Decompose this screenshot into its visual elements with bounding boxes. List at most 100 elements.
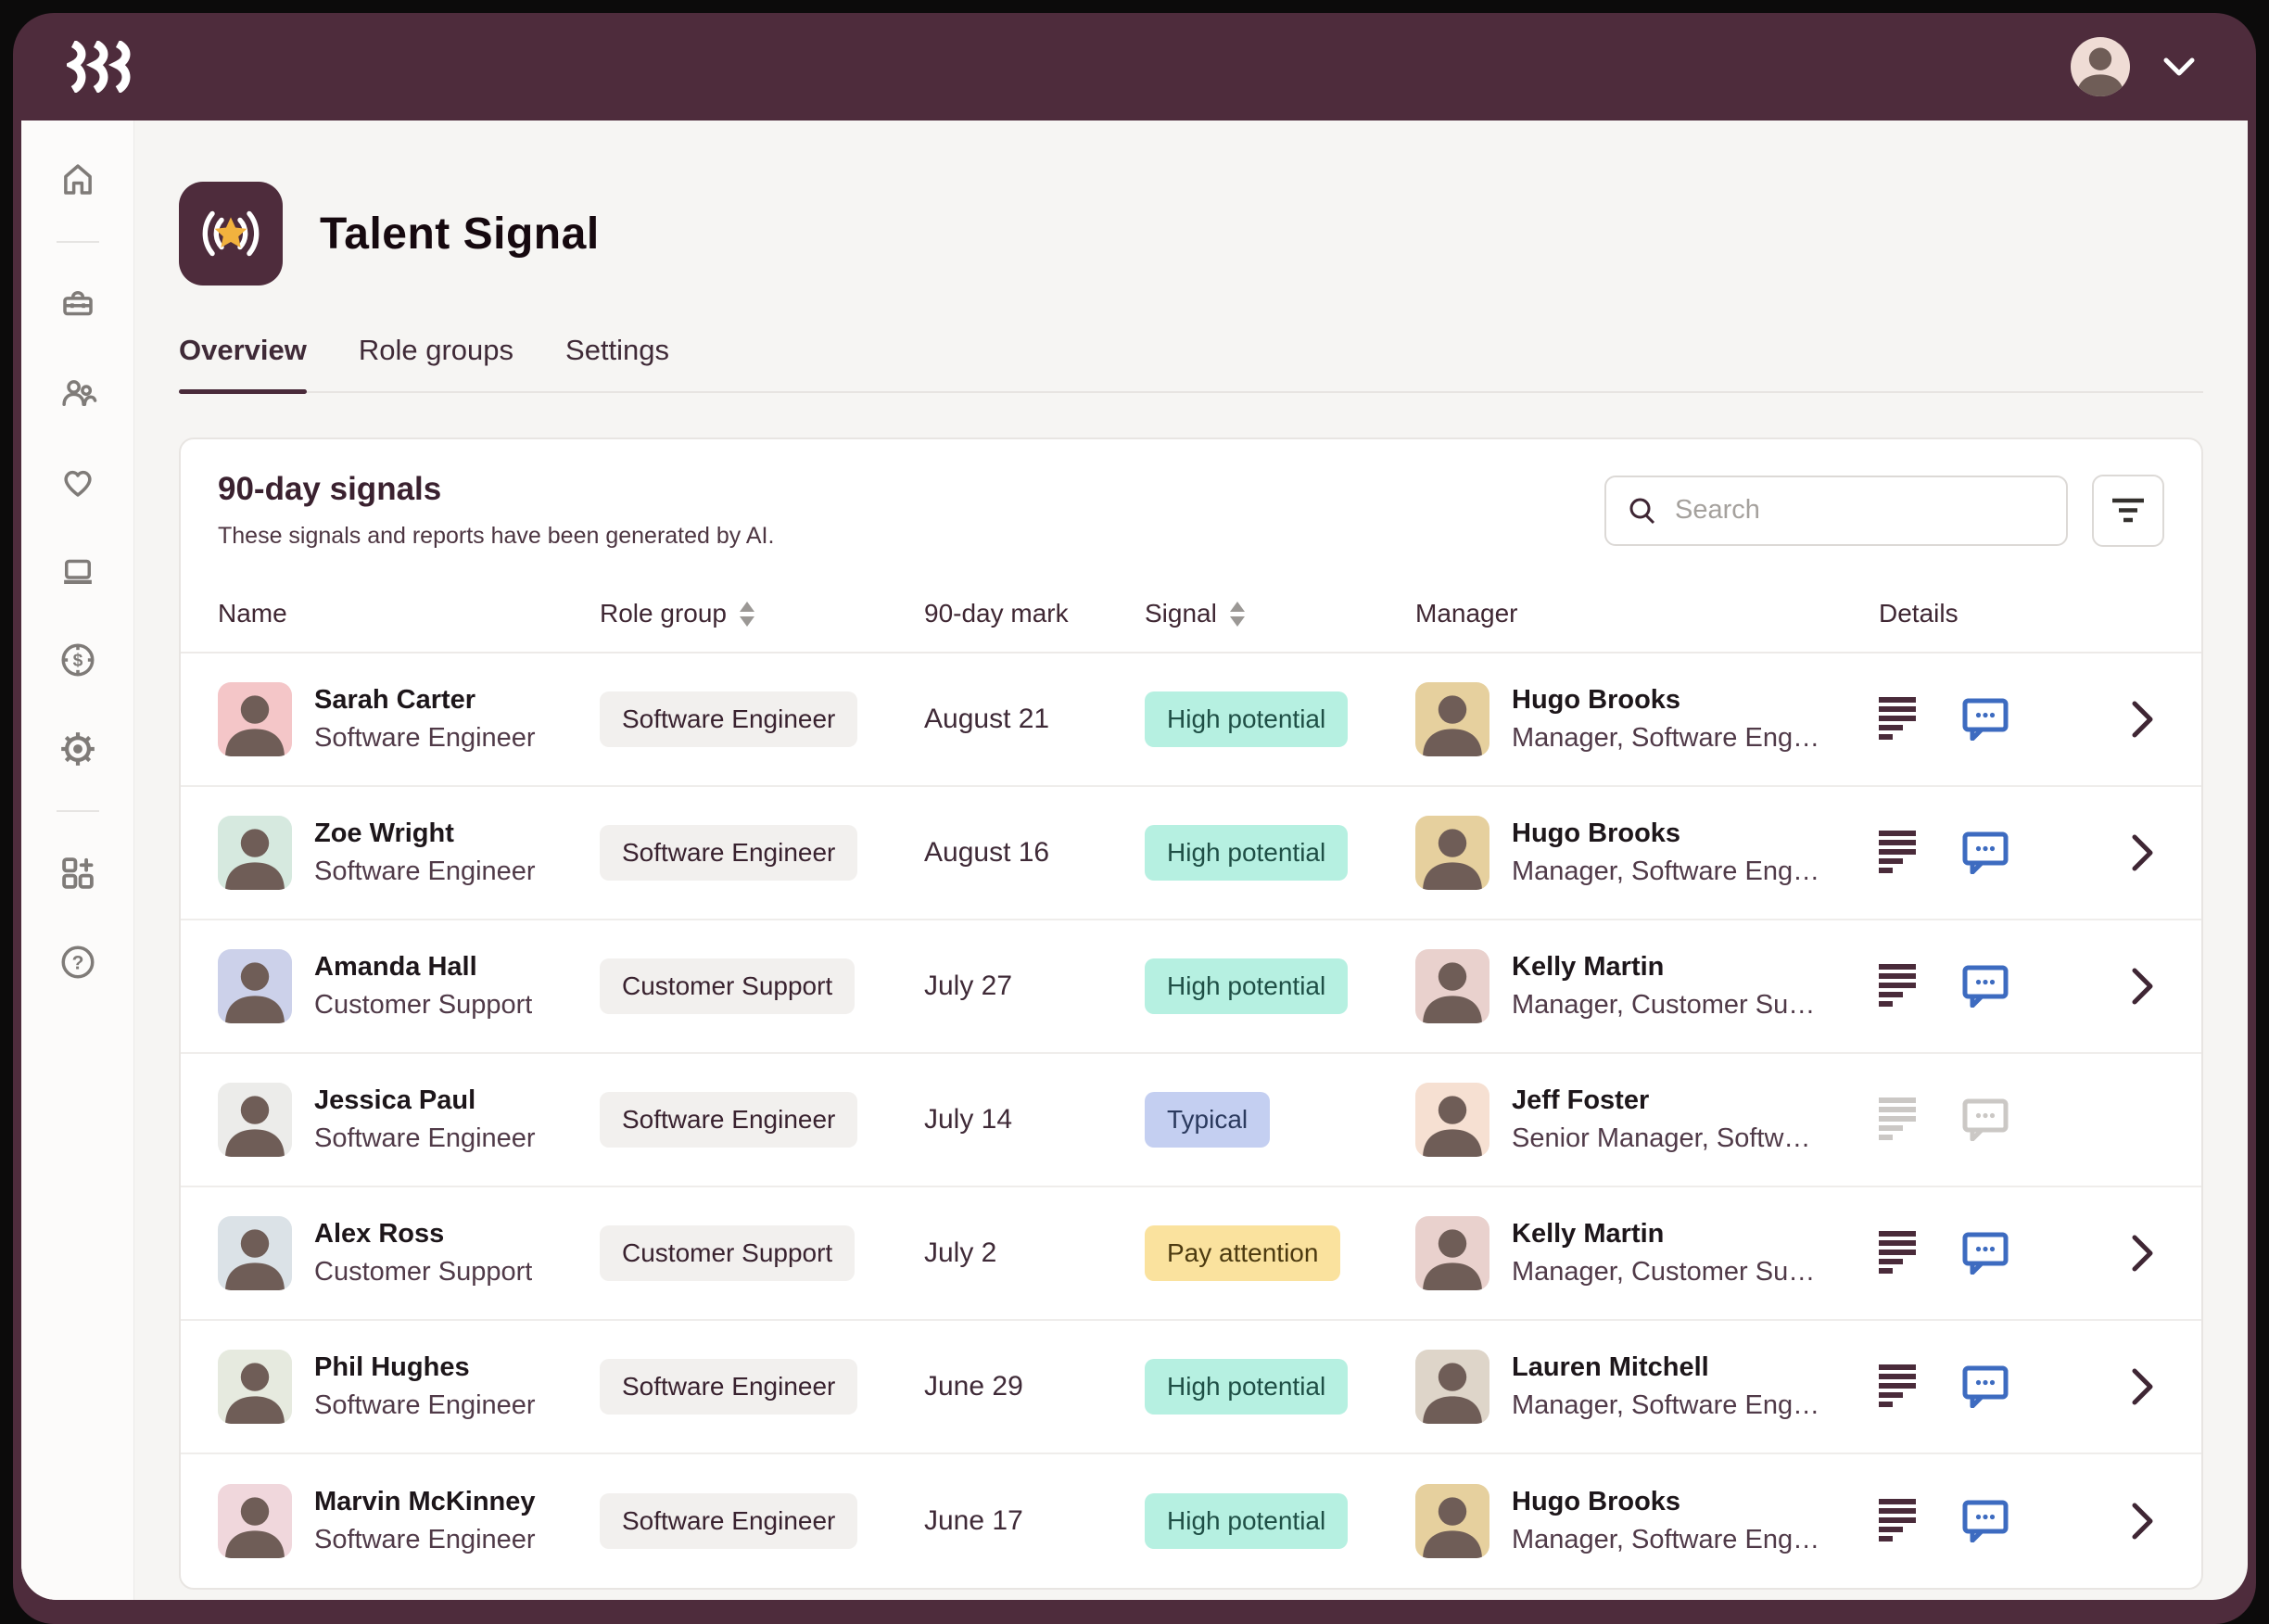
report-icon[interactable]	[1879, 1096, 1921, 1144]
employee-title: Software Engineer	[314, 723, 536, 753]
manager-name: Hugo Brooks	[1512, 685, 1681, 715]
employee-name: Alex Ross	[314, 1219, 445, 1249]
manager-title: Manager, Customer Su…	[1512, 1257, 1816, 1287]
chat-icon[interactable]	[1962, 1232, 2009, 1275]
people-icon[interactable]	[57, 373, 98, 413]
column-label: Details	[1879, 599, 1958, 628]
employee-name: Sarah Carter	[314, 685, 476, 715]
user-menu-chevron-down-icon[interactable]	[2161, 55, 2197, 79]
manager-avatar	[1415, 1484, 1489, 1558]
report-icon[interactable]	[1879, 1229, 1921, 1277]
table-row[interactable]: Marvin McKinney Software Engineer Softwa…	[181, 1454, 2201, 1588]
laptop-icon[interactable]	[57, 551, 98, 591]
search-box	[1604, 475, 2068, 546]
employee-title: Software Engineer	[314, 1123, 536, 1153]
chat-icon[interactable]	[1962, 831, 2009, 874]
employee-title: Software Engineer	[314, 856, 536, 886]
employee-name: Zoe Wright	[314, 818, 454, 848]
manager-title: Senior Manager, Softw…	[1512, 1123, 1811, 1153]
table-row[interactable]: Amanda Hall Customer Support Customer Su…	[181, 920, 2201, 1054]
sidebar: $	[21, 121, 134, 1600]
sort-arrows-icon[interactable]	[739, 601, 754, 627]
manager-avatar	[1415, 682, 1489, 756]
manager-title: Manager, Software Eng…	[1512, 723, 1820, 753]
mark-date: August 16	[924, 837, 1050, 868]
chevron-right-icon[interactable]	[2131, 1367, 2155, 1406]
help-question-icon[interactable]: ?	[57, 942, 98, 983]
column-label: Signal	[1145, 599, 1217, 628]
tab-bar: Overview Role groups Settings	[179, 334, 2203, 394]
table-row[interactable]: Phil Hughes Software Engineer Software E…	[181, 1321, 2201, 1454]
mark-date: June 17	[924, 1505, 1023, 1536]
table-row[interactable]: Sarah Carter Software Engineer Software …	[181, 653, 2201, 787]
chat-icon[interactable]	[1962, 698, 2009, 741]
column-header-role-group: Role group	[600, 599, 924, 628]
search-input[interactable]	[1675, 495, 2046, 526]
report-icon[interactable]	[1879, 962, 1921, 1010]
report-icon[interactable]	[1879, 695, 1921, 743]
chevron-right-icon[interactable]	[2131, 1234, 2155, 1273]
manager-avatar	[1415, 816, 1489, 890]
chat-icon[interactable]	[1962, 1500, 2009, 1542]
chat-icon[interactable]	[1962, 1098, 2009, 1141]
table-row[interactable]: Jessica Paul Software Engineer Software …	[181, 1054, 2201, 1187]
table-body: Sarah Carter Software Engineer Software …	[181, 653, 2201, 1588]
chat-icon[interactable]	[1962, 965, 2009, 1008]
report-icon[interactable]	[1879, 1363, 1921, 1411]
chat-icon[interactable]	[1962, 1365, 2009, 1408]
manager-name: Kelly Martin	[1512, 952, 1665, 982]
manager-title: Manager, Customer Su…	[1512, 990, 1816, 1020]
table-header: Name Role group 90-day mark Signal	[181, 576, 2201, 653]
column-label: Manager	[1415, 599, 1518, 628]
card-subtitle: These signals and reports have been gene…	[218, 523, 775, 549]
apps-grid-plus-icon[interactable]	[57, 853, 98, 894]
briefcase-icon[interactable]	[57, 284, 98, 324]
signals-card: 90-day signals These signals and reports…	[179, 438, 2203, 1590]
tab-role-groups[interactable]: Role groups	[358, 334, 514, 366]
mark-date: July 2	[924, 1237, 997, 1268]
role-group-chip: Software Engineer	[600, 1092, 858, 1148]
payroll-dollar-icon[interactable]: $	[57, 640, 98, 680]
column-label: Role group	[600, 599, 727, 628]
svg-text:$: $	[72, 652, 82, 671]
employee-name: Jessica Paul	[314, 1085, 476, 1115]
role-group-chip: Software Engineer	[600, 1493, 858, 1549]
manager-title: Manager, Software Eng…	[1512, 1390, 1820, 1420]
chevron-right-icon[interactable]	[2131, 833, 2155, 872]
table-row[interactable]: Alex Ross Customer Support Customer Supp…	[181, 1187, 2201, 1321]
tab-settings[interactable]: Settings	[565, 334, 670, 366]
employee-avatar	[218, 1350, 292, 1424]
tab-overview[interactable]: Overview	[179, 334, 307, 394]
heart-icon[interactable]	[57, 462, 98, 502]
chevron-right-icon[interactable]	[2131, 700, 2155, 739]
manager-title: Manager, Software Eng…	[1512, 1525, 1820, 1554]
manager-avatar	[1415, 1350, 1489, 1424]
role-group-chip: Software Engineer	[600, 1359, 858, 1415]
filter-button[interactable]	[2092, 474, 2164, 547]
manager-avatar	[1415, 1216, 1489, 1290]
report-icon[interactable]	[1879, 1497, 1921, 1545]
svg-text:?: ?	[71, 952, 83, 973]
role-group-chip: Software Engineer	[600, 825, 858, 881]
employee-title: Customer Support	[314, 1257, 533, 1287]
user-avatar[interactable]	[2071, 37, 2130, 96]
manager-name: Hugo Brooks	[1512, 818, 1681, 848]
manager-avatar	[1415, 1083, 1489, 1157]
rippling-logo[interactable]	[67, 41, 135, 93]
role-group-chip: Customer Support	[600, 958, 856, 1014]
chevron-right-icon[interactable]	[2131, 1502, 2155, 1541]
report-icon[interactable]	[1879, 829, 1921, 877]
manager-name: Kelly Martin	[1512, 1219, 1665, 1249]
employee-title: Customer Support	[314, 990, 533, 1020]
sort-arrows-icon[interactable]	[1229, 601, 1245, 627]
column-header-name: Name	[218, 599, 600, 628]
home-icon[interactable]	[57, 159, 98, 200]
manager-title: Manager, Software Eng…	[1512, 856, 1820, 886]
employee-name: Marvin McKinney	[314, 1487, 536, 1516]
signal-badge: Typical	[1145, 1092, 1271, 1148]
page-title: Talent Signal	[320, 209, 600, 259]
employee-title: Software Engineer	[314, 1525, 536, 1554]
table-row[interactable]: Zoe Wright Software Engineer Software En…	[181, 787, 2201, 920]
settings-gear-icon[interactable]	[57, 729, 98, 769]
chevron-right-icon[interactable]	[2131, 967, 2155, 1006]
